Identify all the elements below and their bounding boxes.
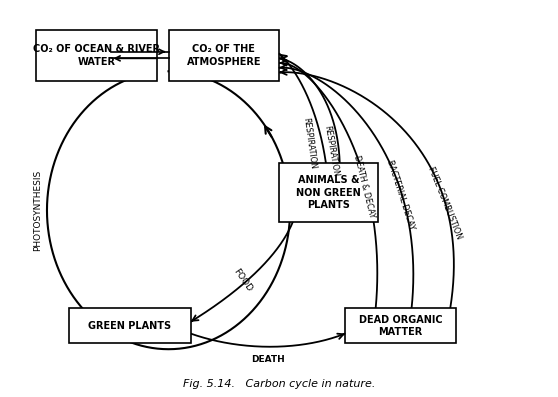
- Text: GREEN PLANTS: GREEN PLANTS: [88, 321, 171, 331]
- FancyBboxPatch shape: [345, 308, 456, 343]
- Text: CO₂ OF OCEAN & RIVER
WATER: CO₂ OF OCEAN & RIVER WATER: [33, 44, 160, 67]
- FancyBboxPatch shape: [169, 30, 279, 81]
- Text: BACTERIAL DECAY: BACTERIAL DECAY: [385, 158, 416, 231]
- Text: FOOD: FOOD: [232, 268, 254, 294]
- Text: CO₂ OF THE
ATMOSPHERE: CO₂ OF THE ATMOSPHERE: [186, 44, 261, 67]
- Text: ANIMALS &
NON GREEN
PLANTS: ANIMALS & NON GREEN PLANTS: [296, 175, 361, 210]
- Text: DEATH: DEATH: [251, 355, 285, 364]
- Text: DEATH & DECAY: DEATH & DECAY: [353, 154, 377, 219]
- FancyBboxPatch shape: [36, 30, 157, 81]
- FancyBboxPatch shape: [69, 308, 191, 343]
- FancyBboxPatch shape: [279, 163, 378, 222]
- Text: FUEL COMBUSTION: FUEL COMBUSTION: [426, 165, 463, 240]
- Text: RESPIRATION: RESPIRATION: [301, 118, 318, 170]
- Text: DEAD ORGANIC
MATTER: DEAD ORGANIC MATTER: [359, 314, 442, 337]
- Text: Fig. 5.14.   Carbon cycle in nature.: Fig. 5.14. Carbon cycle in nature.: [183, 380, 375, 389]
- Text: PHOTOSYNTHESIS: PHOTOSYNTHESIS: [33, 170, 42, 251]
- Text: RESPIRATION: RESPIRATION: [323, 125, 340, 178]
